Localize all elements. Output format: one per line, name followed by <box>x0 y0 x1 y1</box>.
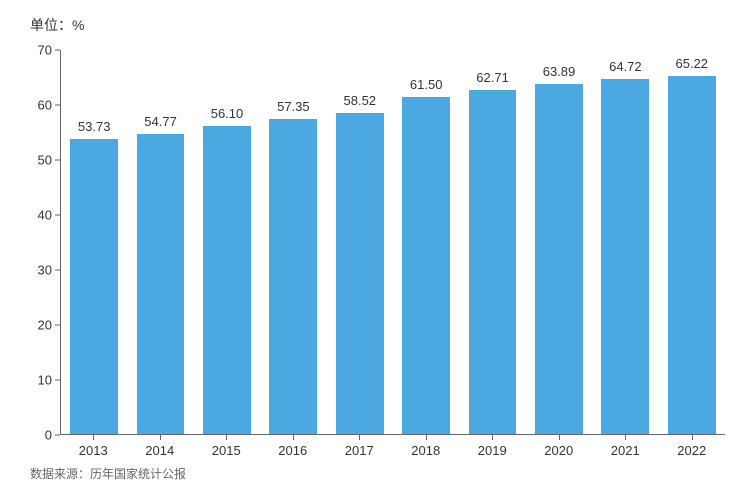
bar: 61.50 <box>402 97 450 434</box>
x-tick-label: 2021 <box>611 443 640 458</box>
bars-group: 53.73 54.77 56.10 57.35 58.52 61.50 62.71 63.89… <box>61 50 725 434</box>
x-tick-mark <box>93 435 94 440</box>
bar-value-label: 62.71 <box>476 70 509 85</box>
bar-value-label: 63.89 <box>543 64 576 79</box>
unit-label: 单位：% <box>30 15 84 35</box>
x-axis: 2013 2014 2015 2016 2017 2018 2019 2020 2021 2022 <box>60 435 725 460</box>
y-axis: 010203040506070 <box>15 50 60 435</box>
bar: 57.35 <box>269 119 317 434</box>
plot-area: 53.73 54.77 56.10 57.35 58.52 61.50 62.71 63.89… <box>60 50 725 435</box>
x-tick-mark <box>226 435 227 440</box>
y-tick-label: 0 <box>45 428 52 443</box>
chart-container: 单位：% 0 10 20 30 40 50 60 70 53.73 54.77 56.10 57.3… <box>15 10 735 490</box>
x-tick-label: 2018 <box>411 443 440 458</box>
x-tick-label: 2019 <box>478 443 507 458</box>
bar-value-label: 58.52 <box>344 93 377 108</box>
x-tick-mark <box>625 435 626 440</box>
x-tick-mark <box>426 435 427 440</box>
bar: 53.73 <box>70 139 118 434</box>
x-tick-label: 2020 <box>544 443 573 458</box>
bar: 54.77 <box>137 134 185 434</box>
bar: 64.72 <box>601 79 649 434</box>
y-tick-label: 10 <box>38 373 52 388</box>
x-tick-mark <box>559 435 560 440</box>
x-tick-label: 2022 <box>677 443 706 458</box>
x-tick-label: 2017 <box>345 443 374 458</box>
x-tick-label: 2013 <box>79 443 108 458</box>
bar: 63.89 <box>535 84 583 434</box>
x-tick-label: 2015 <box>212 443 241 458</box>
x-tick-label: 2014 <box>145 443 174 458</box>
y-tick-label: 40 <box>38 208 52 223</box>
bar: 58.52 <box>336 113 384 434</box>
bar-value-label: 57.35 <box>277 99 310 114</box>
bar: 62.71 <box>469 90 517 434</box>
y-tick-label: 70 <box>38 43 52 58</box>
y-tick-label: 30 <box>38 263 52 278</box>
data-source: 数据来源：历年国家统计公报 <box>30 465 186 482</box>
y-tick-label: 60 <box>38 98 52 113</box>
bar: 56.10 <box>203 126 251 434</box>
x-tick-mark <box>492 435 493 440</box>
x-tick-mark <box>293 435 294 440</box>
bar-value-label: 56.10 <box>211 106 244 121</box>
bar-value-label: 54.77 <box>144 114 177 129</box>
x-tick-label: 2016 <box>278 443 307 458</box>
bar-value-label: 65.22 <box>676 56 709 71</box>
x-tick-mark <box>359 435 360 440</box>
x-tick-mark <box>692 435 693 440</box>
x-tick-mark <box>160 435 161 440</box>
bar-value-label: 61.50 <box>410 77 443 92</box>
bar: 65.22 <box>668 76 716 434</box>
y-tick-label: 50 <box>38 153 52 168</box>
y-tick-label: 20 <box>38 318 52 333</box>
bar-value-label: 53.73 <box>78 119 111 134</box>
bar-value-label: 64.72 <box>609 59 642 74</box>
